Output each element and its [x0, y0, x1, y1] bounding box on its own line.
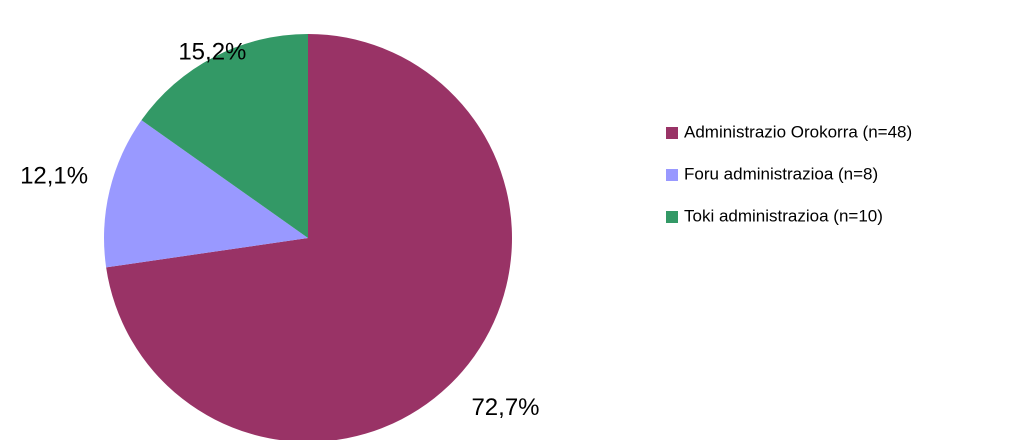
- legend-swatch: [666, 169, 678, 181]
- data-label: 72,7%: [471, 394, 539, 421]
- legend-label: Foru administrazioa (n=8): [684, 164, 878, 183]
- pie-slice: [141, 34, 308, 238]
- legend-label: Administrazio Orokorra (n=48): [684, 122, 912, 141]
- legend-swatch: [666, 127, 678, 139]
- data-label: 15,2%: [178, 39, 246, 66]
- data-label: 12,1%: [20, 162, 88, 189]
- pie-slice: [106, 34, 512, 440]
- legend-swatch: [666, 211, 678, 223]
- pie-slice: [104, 120, 308, 268]
- legend-label: Toki administrazioa (n=10): [684, 206, 883, 225]
